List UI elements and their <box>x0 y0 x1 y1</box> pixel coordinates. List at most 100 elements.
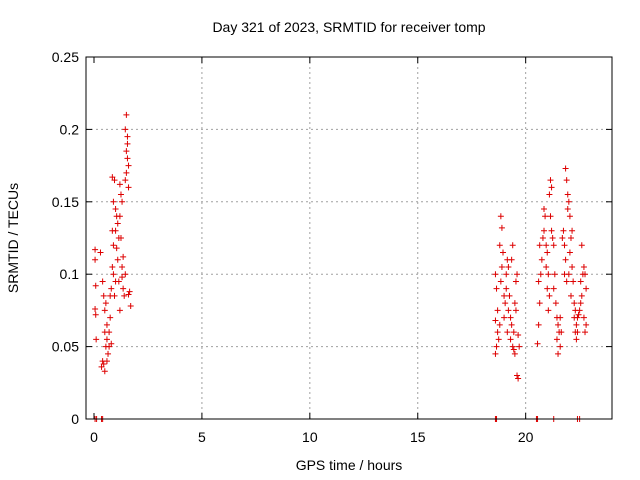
data-point-marker <box>504 329 511 336</box>
y-tick-label: 0.1 <box>60 266 80 282</box>
data-point-marker <box>576 307 583 314</box>
data-point-marker <box>92 305 99 312</box>
data-point-marker <box>550 285 557 292</box>
data-point-marker <box>510 329 517 336</box>
data-point-marker <box>510 346 517 353</box>
data-point-marker <box>502 300 509 307</box>
data-point-marker <box>126 288 133 295</box>
x-tick-label: 15 <box>410 429 426 445</box>
data-point-marker <box>577 278 584 285</box>
data-point-marker <box>570 278 577 285</box>
data-point-marker <box>561 242 568 249</box>
data-point-marker <box>114 220 121 227</box>
data-point-marker <box>509 242 516 249</box>
data-point-marker <box>125 291 132 298</box>
y-tick-label: 0.25 <box>52 49 79 65</box>
data-point-marker <box>503 285 510 292</box>
data-point-marker <box>122 177 129 184</box>
data-point-marker <box>497 278 504 285</box>
data-point-marker <box>535 321 542 328</box>
data-points <box>92 111 590 422</box>
data-point-marker <box>116 213 123 220</box>
data-point-marker <box>509 343 516 350</box>
chart-title: Day 321 of 2023, SRMTID for receiver tom… <box>212 19 485 35</box>
data-point-marker <box>542 213 549 220</box>
data-point-marker <box>127 303 134 310</box>
data-point-marker <box>577 300 584 307</box>
data-point-marker <box>501 314 508 321</box>
data-point-marker <box>547 213 554 220</box>
data-point-marker <box>562 256 569 263</box>
data-point-marker <box>536 242 543 249</box>
data-point-marker <box>582 329 589 336</box>
data-point-marker <box>110 271 117 278</box>
data-point-marker <box>534 340 541 347</box>
x-tick-label: 5 <box>198 429 206 445</box>
data-point-marker <box>122 126 129 133</box>
data-point-marker <box>116 181 123 188</box>
data-point-marker <box>103 358 110 365</box>
data-point-marker <box>99 278 106 285</box>
data-point-marker <box>566 249 573 256</box>
data-point-marker <box>537 271 544 278</box>
data-point-marker <box>511 350 518 357</box>
data-point-marker <box>545 307 552 314</box>
data-point-marker <box>119 263 126 270</box>
data-point-marker <box>514 271 521 278</box>
data-point-marker <box>506 292 513 299</box>
data-point-marker <box>125 162 132 169</box>
data-point-marker <box>544 285 551 292</box>
data-point-marker <box>107 314 114 321</box>
data-point-marker <box>511 300 518 307</box>
data-point-marker <box>120 253 127 260</box>
data-point-marker <box>119 274 126 281</box>
data-point-marker <box>123 148 130 155</box>
data-point-marker <box>546 292 553 299</box>
data-point-marker <box>566 213 573 220</box>
data-point-marker <box>553 336 560 343</box>
data-point-marker <box>92 246 99 253</box>
data-point-marker <box>549 235 556 241</box>
data-point-marker <box>492 350 499 357</box>
data-point-marker <box>536 300 543 307</box>
data-point-marker <box>543 263 550 270</box>
data-point-marker <box>541 227 548 234</box>
data-point-marker <box>538 256 545 263</box>
data-point-marker <box>560 227 567 234</box>
data-point-marker <box>103 321 110 328</box>
x-tick-label: 20 <box>518 429 534 445</box>
data-point-marker <box>102 300 109 307</box>
data-point-marker <box>571 300 578 307</box>
data-point-marker <box>92 256 99 263</box>
data-point-marker <box>508 256 515 263</box>
data-point-marker <box>124 155 131 162</box>
data-point-marker <box>562 165 569 172</box>
data-point-marker <box>115 278 122 285</box>
data-point-marker <box>109 263 116 270</box>
data-point-marker <box>92 311 99 318</box>
data-point-marker <box>563 278 570 285</box>
data-point-marker <box>552 300 559 307</box>
data-point-marker <box>493 285 500 292</box>
data-point-marker <box>539 235 546 241</box>
data-point-marker <box>578 292 585 299</box>
data-point-marker <box>507 314 514 321</box>
data-point-marker <box>111 292 118 299</box>
data-point-marker <box>548 227 555 234</box>
axis-ticks: 0 5 10 15 20 0 0.05 0.1 0.15 0.2 0.25 <box>52 49 612 445</box>
data-point-marker <box>512 307 519 314</box>
y-tick-label: 0.15 <box>52 194 79 210</box>
data-point-marker <box>573 336 580 343</box>
data-point-marker <box>498 224 505 231</box>
data-point-marker <box>507 336 514 343</box>
data-point-marker <box>92 282 99 289</box>
data-point-marker <box>121 292 128 299</box>
data-point-marker <box>567 292 574 299</box>
data-point-marker <box>583 285 590 292</box>
data-point-marker <box>515 332 522 339</box>
y-tick-label: 0.2 <box>60 121 80 137</box>
data-point-marker <box>543 242 550 249</box>
data-point-marker <box>516 343 523 350</box>
x-tick-label: 10 <box>302 429 318 445</box>
data-point-marker <box>555 321 562 328</box>
